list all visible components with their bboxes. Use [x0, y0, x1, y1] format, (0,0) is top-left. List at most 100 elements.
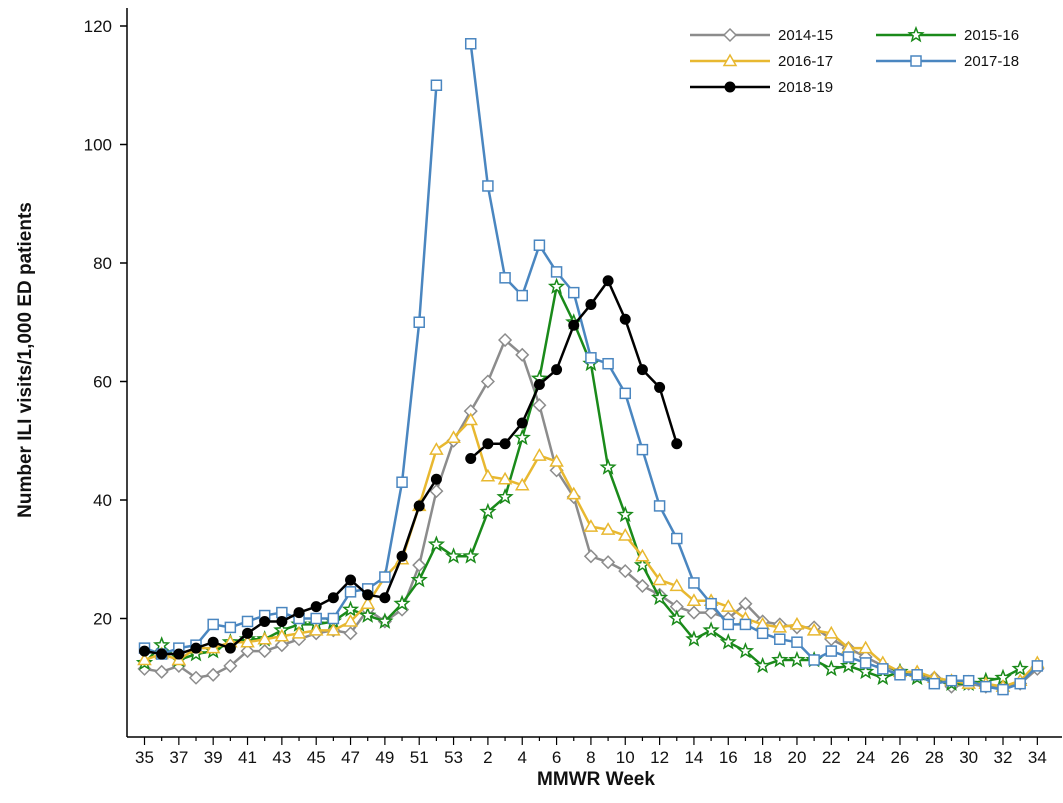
- data-point: [274, 628, 290, 642]
- legend-marker: [910, 55, 922, 67]
- data-point: [446, 430, 461, 444]
- data-point: [616, 505, 634, 523]
- data-point: [276, 615, 288, 627]
- data-point: [444, 547, 463, 564]
- data-point: [635, 578, 650, 593]
- legend-label: 2017-18: [964, 53, 1019, 70]
- data-point: [343, 613, 358, 627]
- data-point: [858, 640, 873, 654]
- data-point: [327, 612, 340, 625]
- data-point: [464, 38, 477, 50]
- data-point: [668, 609, 686, 626]
- x-tick-label: 22: [822, 748, 841, 767]
- data-point: [291, 625, 307, 639]
- data-point: [516, 289, 528, 302]
- legend-label: 2018-19: [778, 79, 833, 96]
- data-point: [224, 621, 237, 634]
- data-point: [585, 352, 597, 364]
- y-tick-label: 60: [93, 373, 112, 392]
- x-tick-label: 41: [238, 748, 257, 767]
- data-point: [376, 612, 394, 629]
- data-point: [568, 319, 580, 331]
- x-tick-label: 14: [684, 748, 703, 767]
- data-point: [671, 438, 683, 450]
- data-point: [825, 645, 838, 657]
- x-tick-label: 4: [518, 748, 527, 767]
- data-point: [671, 532, 683, 545]
- data-point: [224, 642, 236, 654]
- data-point: [772, 619, 788, 633]
- data-point: [341, 600, 360, 617]
- data-point: [808, 654, 820, 666]
- data-point: [636, 364, 648, 376]
- data-point: [393, 594, 411, 612]
- y-axis-title: Number ILI visits/1,000 ED patients: [15, 202, 36, 518]
- legend-label: 2016-17: [778, 53, 833, 70]
- data-point: [568, 286, 580, 299]
- data-point: [410, 570, 428, 588]
- x-tick-label: 12: [650, 748, 669, 767]
- legend-marker: [722, 53, 738, 67]
- data-point: [788, 650, 806, 668]
- data-point: [326, 622, 341, 636]
- series-line-2017-18: [469, 43, 1039, 691]
- data-point: [602, 275, 614, 287]
- data-point: [480, 468, 496, 482]
- data-point: [242, 627, 254, 639]
- data-point: [396, 550, 408, 562]
- x-axis-title: MMWR Week: [537, 769, 655, 790]
- data-point: [945, 674, 958, 687]
- x-tick-label: 2: [483, 748, 492, 767]
- x-tick-label: 6: [552, 748, 561, 767]
- data-point: [602, 357, 614, 370]
- legend-item: 2014-15: [690, 27, 833, 44]
- data-point: [739, 618, 752, 631]
- x-tick-label: 45: [307, 748, 326, 767]
- data-point: [343, 626, 358, 641]
- data-point: [156, 648, 168, 660]
- data-point: [1011, 659, 1029, 677]
- data-point: [617, 528, 633, 541]
- data-point: [497, 471, 513, 485]
- data-point: [463, 412, 479, 426]
- data-point: [498, 332, 513, 348]
- data-point: [551, 364, 563, 376]
- series-2017-18: [138, 38, 1044, 696]
- data-point: [653, 500, 666, 512]
- data-point: [822, 659, 840, 677]
- data-point: [154, 664, 169, 679]
- data-point: [465, 453, 477, 465]
- data-point: [722, 618, 735, 631]
- y-tick-label: 120: [84, 17, 112, 36]
- x-tick-label: 28: [925, 748, 944, 767]
- data-point: [599, 458, 617, 475]
- data-point: [514, 477, 530, 491]
- series-2018-19: [139, 275, 683, 660]
- data-point: [413, 500, 425, 512]
- data-point: [839, 656, 858, 674]
- data-point: [188, 670, 204, 685]
- data-point: [771, 650, 789, 668]
- legend-marker: [722, 27, 738, 43]
- data-point: [515, 347, 530, 362]
- data-point: [980, 680, 992, 693]
- x-tick-label: 26: [891, 748, 910, 767]
- data-point: [257, 631, 272, 645]
- data-point: [1031, 660, 1044, 672]
- data-point: [430, 473, 442, 485]
- legend-item: 2017-18: [876, 53, 1019, 70]
- data-point: [345, 574, 357, 586]
- data-point: [532, 398, 547, 413]
- data-point: [736, 642, 755, 659]
- data-point: [293, 607, 305, 619]
- x-tick-label: 16: [719, 748, 738, 767]
- data-point: [806, 622, 822, 636]
- data-point: [720, 599, 736, 612]
- y-tick-label: 20: [93, 610, 112, 629]
- data-point: [686, 593, 702, 606]
- data-point: [654, 381, 666, 393]
- data-point: [704, 605, 719, 620]
- data-point: [379, 592, 391, 604]
- x-tick-label: 32: [994, 748, 1013, 767]
